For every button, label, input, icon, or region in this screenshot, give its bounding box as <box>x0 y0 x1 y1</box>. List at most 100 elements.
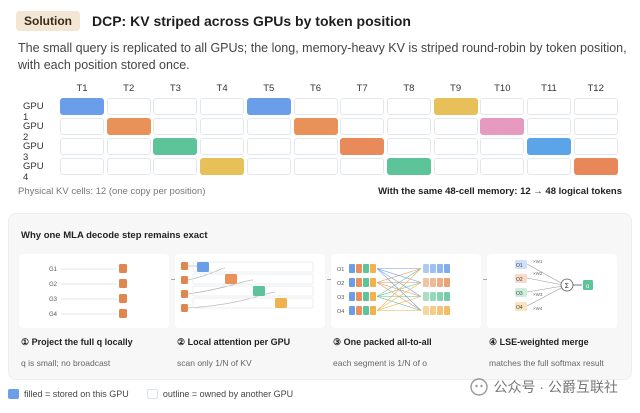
step3-title: ③ One packed all-to-all <box>333 337 432 347</box>
q-block-2 <box>119 279 127 288</box>
received-segment <box>423 306 429 315</box>
row-label-gpu-2: GPU 2 <box>23 121 44 143</box>
page-subtitle: The small query is replicated to all GPU… <box>18 41 627 72</box>
merge-label-2: O2 <box>516 277 523 283</box>
merge-sum: Σ <box>565 282 569 290</box>
packed-segment <box>356 306 362 315</box>
packed-segment <box>349 264 355 273</box>
o-label-4: O4 <box>337 309 344 315</box>
q-block-4 <box>119 309 127 318</box>
packed-segment <box>356 292 362 301</box>
received-segment <box>430 278 436 287</box>
solution-badge: Solution <box>16 11 80 31</box>
filled-cell-gpu2-t10 <box>480 118 525 135</box>
column-header-t2: T2 <box>123 83 135 94</box>
outline-cell-gpu3-t8 <box>386 138 431 155</box>
panel-title: Why one MLA decode step remains exact <box>21 230 208 241</box>
received-segment <box>437 264 443 273</box>
filled-cell-gpu4-t8 <box>386 158 431 175</box>
packed-segment <box>370 278 376 287</box>
outline-cell-gpu3-t4 <box>200 138 245 155</box>
q-block-3 <box>119 294 127 303</box>
merge-label-1: O1 <box>516 263 523 269</box>
column-header-t12: T12 <box>587 83 604 94</box>
outline-cell-gpu2-t11 <box>527 118 571 135</box>
packed-segment <box>356 278 362 287</box>
step1-desc: q is small; no broadcast <box>21 358 111 368</box>
outline-cell-gpu2-t3 <box>153 118 198 135</box>
filled-cell-gpu2-t6 <box>293 118 338 135</box>
outline-cell-gpu1-t10 <box>480 98 525 115</box>
physical-cells-note: Physical KV cells: 12 (one copy per posi… <box>18 186 206 197</box>
step4-diagram: O1 O2 O3 O4 ×W1 ×W2 ×W3 ×W4 Σ o <box>515 259 593 311</box>
row-label-gpu-4: GPU 4 <box>23 161 44 183</box>
logical-tokens-note: With the same 48-cell memory: 12 → 48 lo… <box>378 186 622 197</box>
outline-cell-gpu1-t12 <box>573 98 618 115</box>
step3-diagram: O1 O2 O3 O4 <box>337 264 450 315</box>
arrow-right-icon: → <box>169 272 180 284</box>
received-segment <box>437 292 443 301</box>
merge-weight-4: ×W4 <box>533 306 543 311</box>
packed-segment <box>370 292 376 301</box>
decode-step-panel: Why one MLA decode step remains exact G1… <box>8 213 632 380</box>
outline-cell-gpu2-t9 <box>433 118 478 135</box>
step3-illustration: O1 O2 O3 O4 <box>331 254 481 328</box>
outline-cell-gpu4-t5 <box>246 158 291 175</box>
outline-cell-gpu2-t4 <box>200 118 245 135</box>
step4-title: ④ LSE-weighted merge <box>489 337 589 347</box>
outline-cell-gpu1-t4 <box>200 98 245 115</box>
outline-cell-gpu4-t7 <box>340 158 385 175</box>
merge-weight-2: ×W2 <box>533 271 543 276</box>
outline-cell-gpu4-t1 <box>60 158 104 175</box>
outline-cell-gpu3-t10 <box>480 138 525 155</box>
q-label-1: G1 <box>49 267 58 273</box>
received-segment <box>437 306 443 315</box>
column-header-t10: T10 <box>494 83 511 94</box>
arrow-right-icon: → <box>325 272 336 284</box>
packed-segment <box>349 292 355 301</box>
outline-cell-gpu3-t2 <box>106 138 151 155</box>
q-label-2: G2 <box>49 282 58 288</box>
outline-cell-gpu1-t3 <box>153 98 198 115</box>
legend-outline-swatch <box>146 389 158 399</box>
legend-filled-label: filled = stored on this GPU <box>24 389 129 399</box>
legend-outline-label: outline = owned by another GPU <box>162 389 294 399</box>
merge-label-4: O4 <box>516 305 523 311</box>
step2-title: ② Local attention per GPU <box>177 337 291 347</box>
received-segment <box>444 292 450 301</box>
packed-segment <box>356 264 362 273</box>
received-segment <box>430 264 436 273</box>
received-segment <box>444 264 450 273</box>
all-to-all-link <box>376 268 422 311</box>
o-label-3: O3 <box>337 295 344 301</box>
filled-cell-gpu1-t5 <box>246 98 291 115</box>
legend: filled = stored on this GPU outline = ow… <box>8 389 293 399</box>
column-header-t3: T3 <box>169 83 181 94</box>
merge-label-3: O3 <box>516 291 523 297</box>
arrow-right-icon: → <box>481 272 492 284</box>
legend-filled-swatch <box>8 389 19 399</box>
outline-cell-gpu3-t5 <box>246 138 291 155</box>
wechat-icon <box>469 378 488 396</box>
packed-segment <box>363 264 369 273</box>
all-to-all-link <box>376 282 422 311</box>
q-label-4: G4 <box>49 312 58 318</box>
received-segment <box>437 278 443 287</box>
filled-cell-gpu2-t2 <box>106 118 151 135</box>
step3-desc: each segment is 1/N of o <box>333 358 428 368</box>
outline-cell-gpu1-t7 <box>340 98 385 115</box>
outline-cell-gpu1-t8 <box>386 98 431 115</box>
outline-cell-gpu2-t12 <box>573 118 618 135</box>
watermark-text: 公众号 · 公爵互联社 <box>493 379 618 395</box>
merge-weight-3: ×W3 <box>533 292 543 297</box>
outline-cell-gpu1-t2 <box>106 98 151 115</box>
received-segment <box>430 292 436 301</box>
packed-segment <box>363 306 369 315</box>
all-to-all-link <box>376 296 422 311</box>
outline-cell-gpu4-t2 <box>106 158 151 175</box>
row-label-gpu-1: GPU 1 <box>23 101 44 123</box>
received-segment <box>423 264 429 273</box>
outline-cell-gpu3-t1 <box>60 138 104 155</box>
outline-cell-gpu2-t1 <box>60 118 104 135</box>
outline-cell-gpu2-t8 <box>386 118 431 135</box>
